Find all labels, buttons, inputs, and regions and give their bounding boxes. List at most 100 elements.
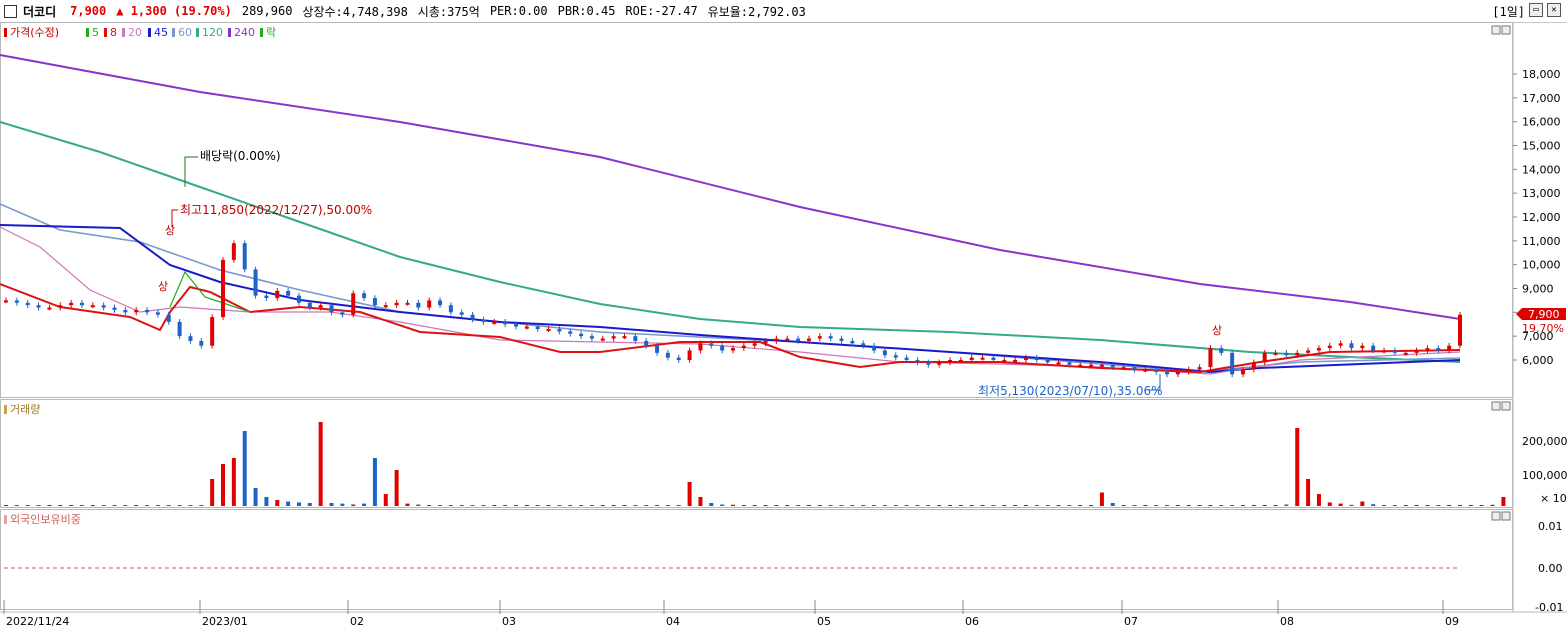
ma120-line — [0, 121, 1461, 363]
legend-ma5: 5 — [92, 26, 99, 39]
limit-up-label: 상 — [158, 280, 168, 293]
candle-body — [155, 312, 160, 315]
volume-bar — [1316, 494, 1321, 506]
candle-body — [1414, 350, 1419, 353]
volume-bar — [155, 505, 160, 506]
date-tick-label: 04 — [666, 615, 680, 628]
volume-panel-buttons[interactable] — [1491, 401, 1511, 411]
candle-body — [600, 338, 605, 341]
candle-body — [318, 305, 323, 308]
candle-body — [307, 302, 312, 308]
candle-body — [926, 362, 931, 365]
date-tick-label: 2022/11/24 — [6, 615, 69, 628]
candle-body — [166, 314, 171, 322]
foreign-panel-buttons[interactable] — [1491, 511, 1511, 521]
candle-body — [134, 309, 139, 313]
foreign-tick: -0.01 — [1535, 601, 1563, 614]
price-tick-label: 9,000 — [1522, 283, 1554, 296]
volume-bar — [1099, 492, 1104, 506]
volume-bar — [1306, 479, 1311, 506]
ma45-line — [0, 224, 1461, 374]
candle-body — [872, 345, 877, 351]
volume-bar — [1089, 505, 1094, 506]
date-tick-label: 08 — [1280, 615, 1294, 628]
volume-bar — [861, 505, 866, 506]
volume-bar — [589, 505, 594, 506]
volume-bar — [79, 505, 84, 506]
per-value: PER:0.00 — [489, 4, 548, 18]
candle-body — [394, 302, 399, 306]
limit-up-label: 상 — [1212, 324, 1222, 337]
volume-bar — [1458, 505, 1462, 506]
volume-bar — [14, 505, 19, 506]
volume-bar — [579, 505, 584, 506]
volume-bar — [1371, 504, 1376, 506]
volume-bar — [557, 505, 562, 506]
date-tick-label: 09 — [1445, 615, 1459, 628]
restore-icon[interactable]: ▭ — [1529, 3, 1543, 17]
candle-body — [937, 362, 942, 365]
volume-bar — [926, 505, 931, 506]
moving-averages — [0, 54, 1461, 375]
volume-bar — [665, 505, 670, 506]
volume-bar — [872, 505, 877, 506]
period-selector[interactable]: [1일] — [1492, 5, 1525, 19]
price-change: ▲ 1,300 (19.70%) — [116, 4, 232, 18]
low-label: 최저5,130(2023/07/10),35.06% — [978, 384, 1163, 398]
volume-bar — [535, 505, 540, 506]
volume-bar — [1501, 497, 1506, 506]
volume-bar — [882, 505, 887, 506]
volume-bar — [134, 505, 139, 506]
candle-body — [796, 338, 801, 341]
volume-bar — [177, 505, 182, 506]
volume-bar — [1240, 505, 1245, 506]
volume-bar — [166, 505, 171, 506]
candle-body — [817, 336, 822, 339]
volume-bar — [286, 501, 291, 506]
volume-bar — [58, 505, 63, 506]
dividend-annotation: 배당락(0.00%) — [184, 149, 281, 187]
candle-body — [524, 326, 529, 329]
candle-body — [1099, 364, 1104, 367]
candle-body — [1306, 350, 1311, 353]
volume-bar — [731, 504, 735, 506]
candle-body — [589, 336, 594, 339]
volume-bar — [752, 505, 757, 506]
volume-bar — [145, 505, 150, 506]
candle-body — [741, 345, 746, 349]
candle-body — [1295, 352, 1300, 356]
legend-ma45: 45 — [154, 26, 168, 39]
date-tick-label: 02 — [350, 615, 364, 628]
price-tick-label: 17,000 — [1522, 92, 1561, 105]
volume-bar — [1143, 505, 1148, 506]
candle-body — [1175, 371, 1180, 375]
volume-bar — [991, 505, 996, 506]
candle-body — [535, 326, 540, 330]
volume-bar — [1425, 505, 1430, 506]
close-icon[interactable]: ✕ — [1547, 3, 1561, 17]
limit-up-label: 상 — [165, 224, 175, 237]
volume-bar — [839, 505, 844, 506]
ma240-line — [0, 54, 1461, 320]
volume-bar — [25, 505, 30, 506]
candle-body — [362, 293, 367, 299]
volume-bar — [1078, 505, 1083, 506]
foreign-panel — [0, 509, 1513, 610]
candle-body — [47, 307, 52, 310]
candle-body — [275, 290, 280, 299]
candle-body — [1110, 364, 1115, 368]
candle-body — [1392, 350, 1397, 353]
price-tick-label: 18,000 — [1522, 68, 1561, 81]
price-panel-buttons[interactable] — [1491, 25, 1511, 35]
candle-body — [665, 352, 670, 358]
volume-bar — [1197, 505, 1202, 506]
select-checkbox[interactable] — [4, 4, 17, 18]
volume-bar — [264, 497, 269, 506]
volume-bar — [709, 503, 714, 506]
current-price: 7,900 — [70, 4, 107, 18]
candle-body — [1371, 345, 1376, 351]
price-tick-label: 13,000 — [1522, 187, 1561, 200]
volume-bar — [329, 503, 334, 506]
candle-body — [1316, 348, 1321, 351]
volume-bar — [1360, 501, 1365, 506]
